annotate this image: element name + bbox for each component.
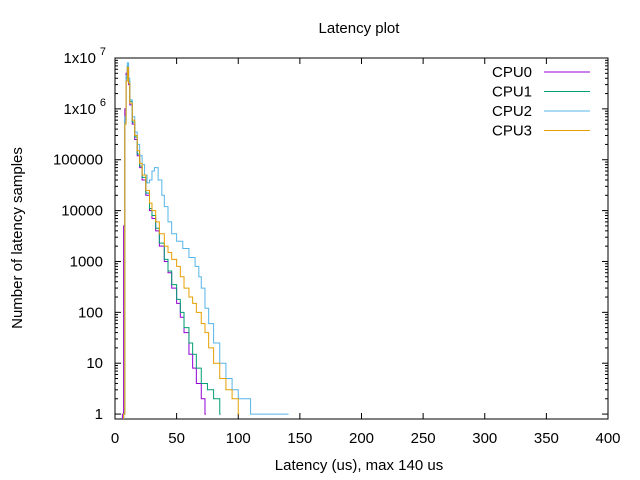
series-line-cpu3 xyxy=(123,67,240,419)
x-tick-label: 0 xyxy=(111,430,119,447)
x-tick-label: 50 xyxy=(168,430,185,447)
x-tick-label: 400 xyxy=(595,430,620,447)
x-tick-label: 250 xyxy=(411,430,436,447)
y-tick-label: 1000 xyxy=(70,253,103,270)
x-tick-label: 350 xyxy=(534,430,559,447)
x-tick-label: 200 xyxy=(349,430,374,447)
y-tick-label: 1 xyxy=(95,406,103,423)
y-tick-label: 100000 xyxy=(53,152,103,169)
y-tick-label: 10 xyxy=(86,355,103,372)
series-line-cpu2 xyxy=(123,62,289,419)
legend-label-cpu2: CPU2 xyxy=(492,103,532,120)
chart-title: Latency plot xyxy=(319,20,401,37)
y-tick-label: 100 xyxy=(78,304,103,321)
legend-label-cpu0: CPU0 xyxy=(492,64,532,81)
x-tick-label: 300 xyxy=(472,430,497,447)
y-tick-label: 1x10 xyxy=(63,50,96,67)
y-tick-label: 10000 xyxy=(61,203,103,220)
legend: CPU0 CPU1 CPU2 CPU3 xyxy=(492,64,590,140)
legend-label-cpu3: CPU3 xyxy=(492,123,532,140)
series-layer xyxy=(121,62,289,419)
x-axis-label: Latency (us), max 140 us xyxy=(275,457,443,474)
y-axis: 1 10 100 1000 10000 100000 1x10 6 1x10 7 xyxy=(53,46,608,423)
series-line-cpu1 xyxy=(123,65,221,419)
y-tick-label: 1x10 xyxy=(63,101,96,118)
y-tick-exponent: 7 xyxy=(100,46,106,58)
y-tick-exponent: 6 xyxy=(100,97,106,109)
plot-frame xyxy=(114,57,609,420)
x-tick-label: 100 xyxy=(226,430,251,447)
x-tick-label: 150 xyxy=(287,430,312,447)
x-axis: 0 50 100 150 200 250 300 350 400 xyxy=(111,58,621,447)
legend-label-cpu1: CPU1 xyxy=(492,84,532,101)
y-axis-label: Number of latency samples xyxy=(9,147,26,329)
